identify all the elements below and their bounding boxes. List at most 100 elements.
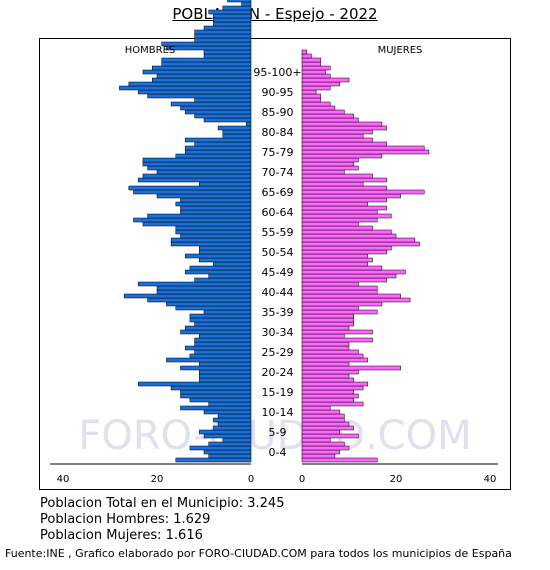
mujeres-bar <box>301 389 354 395</box>
hombres-bar <box>189 353 252 359</box>
population-pyramid: FORO-CIUDAD.COM HOMBRES MUJERES 0-4 5-9 10… <box>39 0 511 490</box>
mujeres-bar <box>301 229 392 235</box>
mujeres-bar <box>301 421 350 427</box>
hombres-bar <box>213 261 252 267</box>
mujeres-bar <box>301 169 345 175</box>
mujeres-bar <box>301 297 411 303</box>
hombres-bar <box>184 345 252 351</box>
mujeres-bar <box>301 133 364 139</box>
hombres-bar <box>166 301 252 307</box>
mujeres-bar <box>301 57 322 63</box>
hombres-bar <box>156 169 252 175</box>
mujeres-bar <box>301 81 340 87</box>
mujeres-bar <box>301 293 401 299</box>
watermark: FORO-CIUDAD.COM <box>78 413 471 459</box>
x-tick-label-right: 40 <box>484 474 497 485</box>
mujeres-bar <box>301 261 369 267</box>
mujeres-bar <box>301 273 397 279</box>
mujeres-bar <box>301 373 350 379</box>
mujeres-bars <box>301 49 430 463</box>
hombres-bar <box>142 69 252 75</box>
mujeres-bar <box>301 457 378 463</box>
hombres-bar <box>170 241 252 247</box>
hombres-bar <box>213 425 252 431</box>
hombres-bar <box>199 377 252 383</box>
x-tick-label-right: 20 <box>390 474 403 485</box>
male-population: Poblacion Hombres: 1.629 <box>40 512 211 527</box>
mujeres-bar <box>301 329 373 335</box>
hombres-bar <box>189 317 252 323</box>
hombres-bar <box>213 21 252 27</box>
hombres-bar <box>142 161 252 167</box>
hombres-bar <box>194 37 252 43</box>
age-group-label: 65-69 <box>262 186 294 199</box>
mujeres-bar <box>301 177 387 183</box>
mujeres-bar <box>301 289 378 295</box>
mujeres-bar <box>301 377 354 383</box>
hombres-bar <box>246 121 252 127</box>
hombres-bar <box>156 73 252 79</box>
hombres-bar <box>175 305 252 311</box>
mujeres-bar <box>301 237 416 243</box>
mujeres-bar <box>301 337 373 343</box>
hombres-bar <box>166 357 252 363</box>
hombres-bar <box>189 313 252 319</box>
hombres-bar <box>175 457 252 463</box>
hombres-bar <box>227 0 252 3</box>
mujeres-bar <box>301 157 359 163</box>
hombres-bar <box>119 85 252 91</box>
mujeres-bar <box>301 357 369 363</box>
hombres-bar <box>199 429 252 435</box>
mujeres-bar <box>301 321 354 327</box>
mujeres-legend: MUJERES <box>378 45 423 56</box>
mujeres-bar <box>301 137 373 143</box>
mujeres-bar <box>301 49 307 55</box>
mujeres-bar <box>301 73 331 79</box>
female-population: Poblacion Mujeres: 1.616 <box>40 528 203 543</box>
mujeres-bar <box>301 97 322 103</box>
hombres-bar <box>180 389 252 395</box>
mujeres-bar <box>301 433 359 439</box>
mujeres-bar <box>301 161 354 167</box>
mujeres-bar <box>301 385 364 391</box>
hombres-bar <box>203 433 252 439</box>
hombres-bar <box>213 417 252 423</box>
hombres-bar <box>194 349 252 355</box>
age-group-label: 75-79 <box>262 146 294 159</box>
mujeres-bar <box>301 201 369 207</box>
mujeres-bar <box>301 221 359 227</box>
mujeres-bar <box>301 401 364 407</box>
mujeres-bar <box>301 325 350 331</box>
age-group-label: 95-100+ <box>253 66 301 79</box>
age-group-label: 40-44 <box>262 286 294 299</box>
hombres-bar <box>203 409 252 415</box>
hombres-bar <box>180 233 252 239</box>
x-tick-label-right: 0 <box>299 474 305 485</box>
hombres-bar <box>137 89 252 95</box>
hombres-bar <box>180 393 252 399</box>
hombres-bar <box>175 225 252 231</box>
hombres-bar <box>203 25 252 31</box>
mujeres-bar <box>301 193 401 199</box>
mujeres-bar <box>301 305 359 311</box>
hombres-bar <box>199 369 252 375</box>
mujeres-bar <box>301 189 425 195</box>
hombres-bar <box>180 209 252 215</box>
hombres-bar <box>180 105 252 111</box>
mujeres-bar <box>301 121 383 127</box>
hombres-bar <box>203 49 252 55</box>
hombres-bar <box>194 113 252 119</box>
x-axes: 40 20 0 0 20 40 <box>50 463 498 485</box>
hombres-bar <box>156 193 252 199</box>
mujeres-bar <box>301 453 336 459</box>
hombres-bar <box>199 181 252 187</box>
mujeres-bar <box>301 281 359 287</box>
hombres-bar <box>189 445 252 451</box>
chart-frame <box>39 38 511 490</box>
mujeres-bar <box>301 197 387 203</box>
hombres-bar <box>170 385 252 391</box>
hombres-bar <box>189 397 252 403</box>
age-group-label: 20-24 <box>262 366 294 379</box>
mujeres-bar <box>301 369 359 375</box>
hombres-bar <box>217 413 252 419</box>
